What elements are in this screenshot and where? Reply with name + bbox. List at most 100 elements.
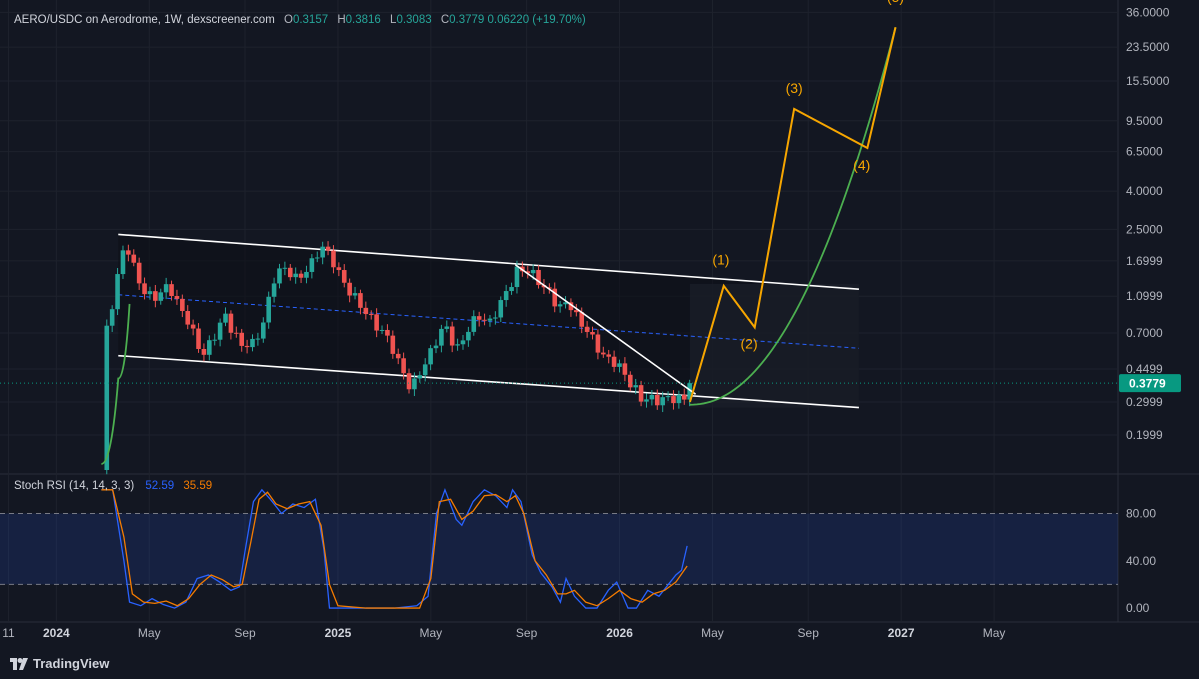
close-value: 0.3779 bbox=[449, 14, 485, 26]
open-value: 0.3157 bbox=[292, 14, 329, 26]
candle-body bbox=[185, 311, 191, 325]
candle-body bbox=[277, 268, 282, 284]
stoch-rsi-pane[interactable] bbox=[0, 487, 1118, 609]
candle-body bbox=[174, 295, 180, 299]
wave-label-1: (1) bbox=[712, 252, 729, 268]
candle-body bbox=[147, 291, 153, 295]
candle-body bbox=[255, 338, 261, 340]
low-label: L bbox=[390, 14, 397, 26]
wave-label-5: (5) bbox=[887, 0, 904, 5]
candle-body bbox=[606, 354, 612, 357]
candle-body bbox=[439, 328, 444, 346]
time-tick-label: Sep bbox=[516, 626, 538, 640]
wave-label-3: (3) bbox=[786, 80, 803, 96]
candle-body bbox=[595, 334, 601, 353]
candle-body bbox=[325, 246, 331, 251]
stoch-rsi-d-value: 35.59 bbox=[183, 480, 213, 492]
candle-body bbox=[525, 271, 531, 274]
projection-curve-right bbox=[689, 27, 897, 406]
candle-body bbox=[476, 316, 482, 320]
candle-body bbox=[557, 304, 563, 307]
candle-body bbox=[466, 331, 471, 341]
price-tick-label: 2.5000 bbox=[1126, 222, 1163, 236]
candle-body bbox=[417, 375, 423, 379]
stoch-rsi-band bbox=[0, 513, 1118, 585]
candle-body bbox=[547, 287, 552, 289]
candle-body bbox=[331, 250, 336, 268]
stoch-rsi-k-value: 52.59 bbox=[145, 480, 175, 492]
stoch-rsi-legend[interactable]: Stoch RSI (14, 14, 3, 3) 52.59 35.59 bbox=[14, 480, 212, 492]
candle-body bbox=[115, 274, 120, 310]
tradingview-logo-icon bbox=[10, 657, 28, 670]
time-tick-label: 11 bbox=[2, 626, 15, 640]
candle-body bbox=[498, 300, 504, 318]
candle-body bbox=[433, 345, 439, 349]
candle-body bbox=[552, 288, 558, 307]
channel-upper-line bbox=[118, 233, 859, 290]
candle-body bbox=[201, 348, 207, 355]
change-value: 0.06220 (+19.70%) bbox=[487, 14, 586, 26]
candle-body bbox=[309, 258, 315, 272]
candle-body bbox=[395, 353, 401, 359]
rsi-tick-label: 80.00 bbox=[1126, 506, 1156, 520]
candle-body bbox=[579, 312, 585, 327]
candle-body bbox=[482, 319, 487, 321]
candle-body bbox=[374, 314, 379, 331]
time-tick-label: Sep bbox=[234, 626, 256, 640]
close-label: C bbox=[440, 14, 450, 26]
candle-body bbox=[212, 339, 218, 341]
candle-body bbox=[363, 307, 369, 315]
candle-body bbox=[681, 394, 687, 400]
stoch-rsi-k-line bbox=[101, 487, 688, 609]
candle-body bbox=[622, 363, 628, 375]
candle-body bbox=[412, 378, 417, 390]
candle-body bbox=[687, 383, 692, 400]
candle-body bbox=[136, 262, 142, 284]
candle-body bbox=[584, 326, 590, 332]
candle-body bbox=[536, 269, 541, 286]
candle-body bbox=[671, 396, 676, 404]
candle-body bbox=[660, 397, 665, 406]
rsi-tick-label: 40.00 bbox=[1126, 554, 1156, 568]
candle-body bbox=[358, 293, 363, 308]
candle-body bbox=[217, 322, 223, 340]
candle-body bbox=[665, 396, 671, 398]
candle-body bbox=[590, 331, 595, 335]
candle-body bbox=[611, 356, 617, 367]
rsi-tick-label: 0.00 bbox=[1126, 601, 1150, 615]
candle-body bbox=[503, 291, 509, 301]
candle-body bbox=[239, 332, 245, 346]
stoch-rsi-d-line bbox=[101, 489, 688, 609]
candle-body bbox=[644, 399, 649, 402]
candle-body bbox=[234, 332, 239, 334]
candle-body bbox=[158, 292, 164, 301]
candle-body bbox=[142, 283, 147, 295]
candle-body bbox=[207, 340, 212, 355]
price-tick-label: 0.2999 bbox=[1126, 395, 1163, 409]
time-tick-label: May bbox=[420, 626, 443, 640]
tradingview-brand[interactable]: TradingView bbox=[10, 656, 109, 671]
symbol-title: AERO/USDC on Aerodrome, 1W, dexscreener.… bbox=[14, 14, 275, 26]
elliott-wave-path bbox=[688, 27, 897, 403]
wave-label-2: (2) bbox=[741, 335, 758, 351]
symbol-legend[interactable]: AERO/USDC on Aerodrome, 1W, dexscreener.… bbox=[14, 14, 586, 26]
candle-body bbox=[126, 250, 131, 255]
price-tick-label: 36.0000 bbox=[1126, 5, 1170, 19]
candle-body bbox=[120, 250, 126, 275]
candle-body bbox=[514, 266, 520, 288]
price-tick-label: 6.5000 bbox=[1126, 145, 1163, 159]
candle-body bbox=[266, 296, 271, 323]
candle-body bbox=[271, 283, 277, 297]
stoch-rsi-title: Stoch RSI (14, 14, 3, 3) bbox=[14, 480, 135, 492]
candle-body bbox=[163, 284, 169, 293]
candle-body bbox=[352, 293, 358, 296]
candle-body bbox=[627, 374, 633, 388]
candle-body bbox=[153, 291, 158, 301]
price-tick-label: 1.0999 bbox=[1126, 289, 1163, 303]
price-tick-label: 9.5000 bbox=[1126, 114, 1163, 128]
price-tick-label: 15.5000 bbox=[1126, 74, 1170, 88]
candle-body bbox=[293, 273, 298, 278]
channel-fill bbox=[118, 234, 859, 408]
price-pane[interactable]: (1) (2) (3) (4) (5) bbox=[0, 0, 1118, 475]
